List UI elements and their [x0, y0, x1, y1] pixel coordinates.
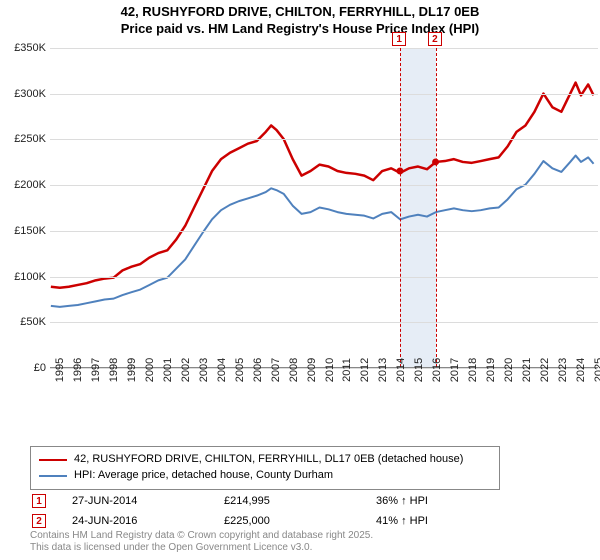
footer-line1: Contains HM Land Registry data © Crown c…	[30, 530, 373, 542]
x-tick-label: 1999	[126, 358, 138, 382]
x-tick-label: 2009	[306, 358, 318, 382]
x-tick-label: 2023	[557, 358, 569, 382]
sale-price: £214,995	[224, 492, 374, 510]
sale-note: 36% ↑ HPI	[376, 492, 428, 510]
legend: 42, RUSHYFORD DRIVE, CHILTON, FERRYHILL,…	[30, 446, 500, 490]
legend-swatch	[39, 459, 67, 461]
sale-price: £225,000	[224, 512, 374, 530]
x-tick-label: 2006	[252, 358, 264, 382]
legend-label: 42, RUSHYFORD DRIVE, CHILTON, FERRYHILL,…	[74, 452, 463, 468]
table-row: 2 24-JUN-2016£225,00041% ↑ HPI	[32, 512, 428, 530]
x-tick-label: 2021	[521, 358, 533, 382]
marker-line	[436, 48, 437, 367]
gridline	[50, 322, 598, 323]
x-tick-label: 2012	[359, 358, 371, 382]
sale-note: 41% ↑ HPI	[376, 512, 428, 530]
gridline	[50, 277, 598, 278]
x-tick-label: 2018	[467, 358, 479, 382]
x-tick-label: 1995	[54, 358, 66, 382]
x-tick-label: 2020	[503, 358, 515, 382]
y-tick-label: £150K	[14, 225, 46, 237]
x-tick-label: 2002	[180, 358, 192, 382]
y-tick-label: £100K	[14, 271, 46, 283]
chart-area: 12 £0£50K£100K£150K£200K£250K£300K£350K1…	[2, 48, 598, 398]
line-svg	[50, 48, 598, 367]
marker-line	[400, 48, 401, 367]
x-tick-label: 2025	[593, 358, 600, 382]
x-tick-label: 1998	[108, 358, 120, 382]
sale-date: 24-JUN-2016	[72, 512, 222, 530]
x-tick-label: 2016	[431, 358, 443, 382]
y-tick-label: £0	[34, 362, 46, 374]
x-tick-label: 2022	[539, 358, 551, 382]
x-tick-label: 2015	[413, 358, 425, 382]
footer-line2: This data is licensed under the Open Gov…	[30, 542, 373, 554]
x-tick-label: 1997	[90, 358, 102, 382]
x-tick-label: 2005	[234, 358, 246, 382]
x-tick-label: 2011	[341, 358, 353, 382]
y-tick-label: £250K	[14, 133, 46, 145]
legend-label: HPI: Average price, detached house, Coun…	[74, 468, 333, 484]
marker-number-box: 1	[392, 32, 406, 46]
y-tick-label: £50K	[20, 316, 46, 328]
y-tick-label: £300K	[14, 88, 46, 100]
row-number-box: 2	[32, 514, 46, 528]
x-tick-label: 2004	[216, 358, 228, 382]
x-tick-label: 2007	[270, 358, 282, 382]
x-tick-label: 2013	[377, 358, 389, 382]
y-tick-label: £200K	[14, 179, 46, 191]
gridline	[50, 94, 598, 95]
table-row: 1 27-JUN-2014£214,99536% ↑ HPI	[32, 492, 428, 510]
footer-attribution: Contains HM Land Registry data © Crown c…	[30, 530, 373, 554]
x-tick-label: 2001	[162, 358, 174, 382]
sales-table: 1 27-JUN-2014£214,99536% ↑ HPI 2 24-JUN-201…	[30, 490, 430, 532]
y-tick-label: £350K	[14, 42, 46, 54]
x-tick-label: 1996	[72, 358, 84, 382]
x-tick-label: 2019	[485, 358, 497, 382]
row-number-box: 1	[32, 494, 46, 508]
x-tick-label: 2010	[324, 358, 336, 382]
chart-container: 42, RUSHYFORD DRIVE, CHILTON, FERRYHILL,…	[0, 0, 600, 560]
gridline	[50, 48, 598, 49]
x-tick-label: 2024	[575, 358, 587, 382]
legend-row: HPI: Average price, detached house, Coun…	[39, 468, 491, 484]
plot-region: 12	[50, 48, 598, 368]
legend-swatch	[39, 475, 67, 477]
gridline	[50, 185, 598, 186]
chart-title-line2: Price paid vs. HM Land Registry's House …	[0, 21, 600, 36]
x-tick-label: 2003	[198, 358, 210, 382]
legend-row: 42, RUSHYFORD DRIVE, CHILTON, FERRYHILL,…	[39, 452, 491, 468]
gridline	[50, 231, 598, 232]
gridline	[50, 139, 598, 140]
marker-number-box: 2	[428, 32, 442, 46]
x-tick-label: 2014	[395, 358, 407, 382]
sale-date: 27-JUN-2014	[72, 492, 222, 510]
chart-title-line1: 42, RUSHYFORD DRIVE, CHILTON, FERRYHILL,…	[0, 0, 600, 21]
x-tick-label: 2017	[449, 358, 461, 382]
x-tick-label: 2000	[144, 358, 156, 382]
x-tick-label: 2008	[288, 358, 300, 382]
